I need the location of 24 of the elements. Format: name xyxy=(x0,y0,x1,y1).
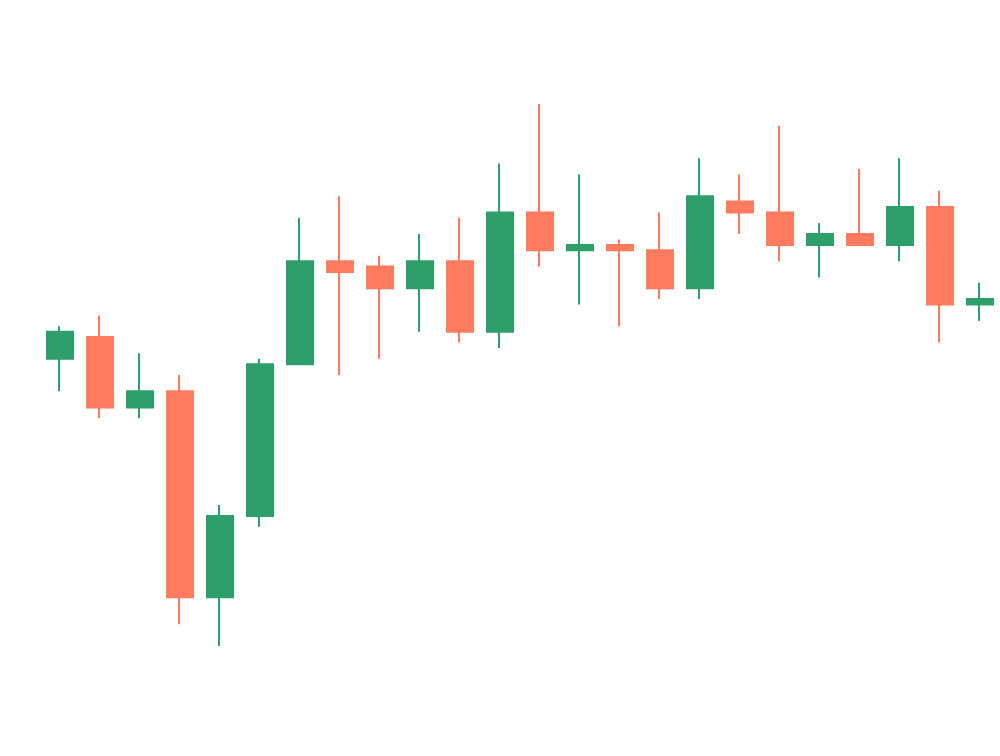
candlestick xyxy=(806,222,834,279)
candlestick xyxy=(366,254,394,360)
candlestick xyxy=(246,357,274,528)
candlestick xyxy=(766,124,794,263)
candlestick xyxy=(686,157,714,301)
candlestick xyxy=(926,189,954,344)
candlestick xyxy=(606,238,634,328)
candlestick xyxy=(846,168,874,246)
candlestick xyxy=(286,216,314,366)
candlestick xyxy=(126,352,154,420)
candlestick xyxy=(646,211,674,301)
candlestick xyxy=(326,195,354,376)
candlestick xyxy=(966,281,994,322)
candlestick xyxy=(166,374,194,626)
candlestick xyxy=(46,325,74,393)
candlestick xyxy=(206,504,234,647)
candlestick xyxy=(886,157,914,263)
candlestick xyxy=(566,173,594,306)
candlestick xyxy=(526,103,554,268)
candlestick xyxy=(86,314,114,420)
candlestick xyxy=(406,233,434,333)
candlestick xyxy=(446,216,474,344)
candlestick xyxy=(486,162,514,349)
candlestick xyxy=(726,173,754,236)
